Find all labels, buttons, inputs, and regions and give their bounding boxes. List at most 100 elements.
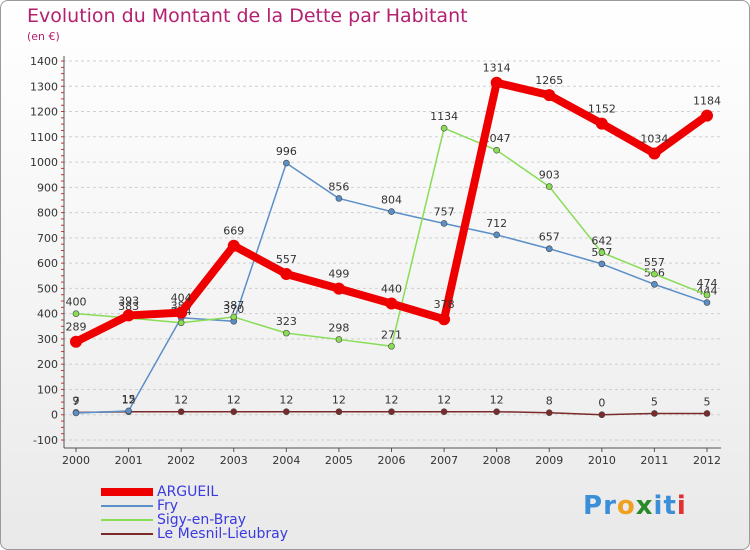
data-point	[598, 411, 606, 419]
data-point	[177, 408, 185, 416]
x-tick-label: 2005	[325, 454, 353, 467]
y-tick-label: 800	[37, 207, 58, 220]
data-point	[122, 309, 135, 322]
data-label: 1047	[483, 132, 511, 145]
data-label: 370	[223, 303, 244, 316]
x-tick-label: 2012	[693, 454, 721, 467]
data-point	[545, 183, 553, 190]
data-label: 400	[66, 296, 87, 309]
data-label: 499	[328, 268, 349, 281]
data-label: 12	[385, 394, 399, 407]
data-point	[72, 409, 80, 417]
logo-letter: i	[676, 491, 687, 521]
chart-title: Evolution du Montant de la Dette par Hab…	[27, 5, 468, 27]
data-label: 1134	[430, 110, 458, 123]
data-label: 12	[227, 394, 241, 407]
data-point	[283, 159, 290, 167]
y-tick-label: 1400	[30, 55, 58, 68]
data-point	[648, 147, 661, 160]
data-point	[70, 335, 82, 348]
data-label: 393	[118, 294, 139, 307]
y-tick-label: 600	[37, 257, 58, 270]
data-point	[651, 281, 658, 288]
y-tick-label: 0	[51, 409, 58, 422]
legend-swatch	[101, 505, 153, 507]
legend-swatch	[101, 519, 153, 521]
logo-letter: t	[663, 491, 677, 521]
data-point	[335, 336, 343, 343]
data-point	[283, 329, 290, 337]
data-point	[335, 408, 343, 416]
y-tick-label: 1100	[30, 131, 58, 144]
data-label: 1265	[535, 74, 563, 87]
data-point	[545, 409, 553, 417]
data-label: 387	[223, 299, 244, 312]
data-label: 1184	[693, 95, 721, 108]
data-label: 440	[381, 283, 402, 296]
data-point	[598, 249, 606, 256]
data-point	[703, 299, 711, 306]
y-tick-label: 500	[37, 282, 58, 295]
data-label: 12	[490, 394, 504, 407]
data-point	[490, 76, 503, 89]
legend-swatch	[101, 533, 153, 535]
data-label: 856	[328, 180, 349, 193]
data-point	[545, 245, 553, 253]
data-point	[227, 239, 240, 252]
data-point	[230, 313, 238, 321]
data-label: 474	[697, 277, 718, 290]
data-label: 1152	[588, 103, 616, 116]
data-label: 7	[73, 395, 80, 408]
data-point	[332, 282, 345, 295]
x-tick-label: 2009	[535, 454, 563, 467]
data-label: 298	[328, 321, 349, 334]
logo-letter: x	[635, 491, 654, 521]
x-tick-label: 2001	[115, 454, 143, 467]
data-point	[388, 208, 395, 215]
data-label: 323	[276, 315, 297, 328]
data-point	[335, 195, 343, 202]
legend-swatch	[101, 488, 153, 496]
data-point	[598, 260, 606, 268]
data-point	[703, 410, 711, 417]
data-label: 12	[279, 394, 293, 407]
x-tick-label: 2007	[430, 454, 458, 467]
data-point	[701, 109, 713, 122]
data-label: 804	[381, 194, 402, 207]
y-tick-label: 700	[37, 232, 58, 245]
legend: ARGUEIL Fry Sigy-en-Bray Le Mesnil-Lieub…	[101, 485, 288, 541]
data-label: 712	[486, 217, 507, 230]
y-tick-label: 200	[37, 358, 58, 371]
data-point	[177, 319, 185, 327]
data-point	[440, 124, 448, 132]
y-tick-label: 900	[37, 181, 58, 194]
x-tick-label: 2006	[378, 454, 406, 467]
data-point	[440, 408, 448, 416]
legend-label: Sigy-en-Bray	[157, 512, 247, 528]
x-tick-label: 2004	[272, 454, 300, 467]
data-point	[388, 342, 395, 350]
x-tick-label: 2010	[588, 454, 616, 467]
data-label: 903	[539, 169, 560, 182]
data-label: 557	[644, 256, 665, 269]
data-label: 12	[437, 394, 451, 407]
y-tick-label: 300	[37, 333, 58, 346]
data-label: 383	[118, 300, 139, 313]
x-tick-label: 2000	[62, 454, 90, 467]
data-point	[493, 146, 500, 154]
logo-letter: r	[603, 491, 617, 521]
y-tick-label: 1300	[30, 80, 58, 93]
data-point	[283, 408, 290, 416]
y-tick-label: 100	[37, 383, 58, 396]
data-label: 5	[651, 395, 658, 408]
data-point	[175, 306, 188, 319]
legend-label: Le Mesnil-Lieubray	[157, 526, 288, 542]
data-label: 642	[591, 235, 612, 248]
legend-item-le-mesnil-lieubray: Le Mesnil-Lieubray	[101, 527, 288, 541]
data-label: 8	[546, 395, 553, 408]
y-tick-label: 1200	[30, 106, 58, 119]
data-label: 404	[171, 292, 192, 305]
x-tick-label: 2011	[640, 454, 668, 467]
logo-letter: P	[583, 491, 604, 521]
